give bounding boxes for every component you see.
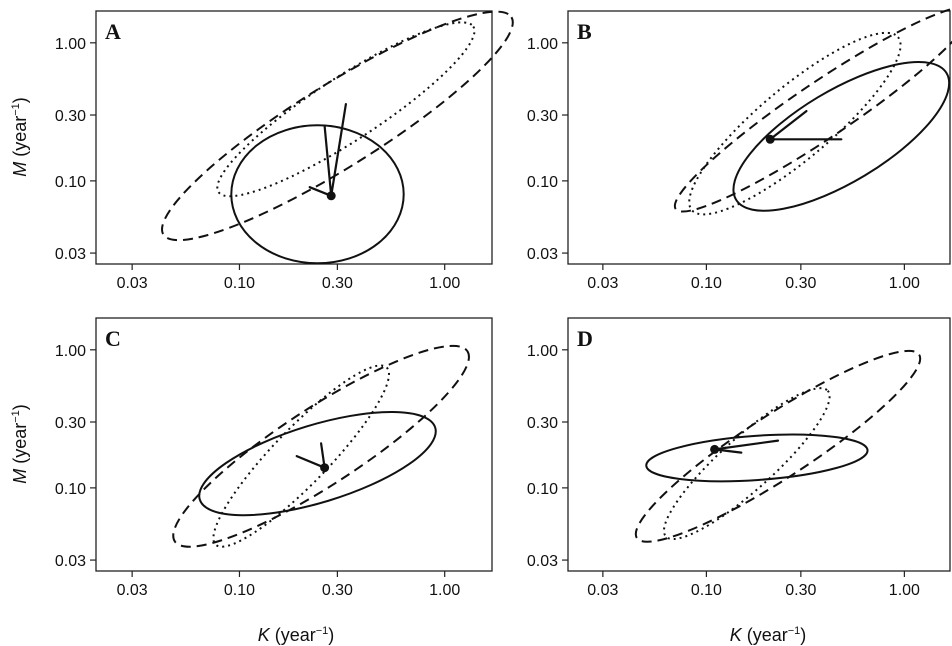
- panel-a-marks: [161, 10, 514, 265]
- panel-d-ellipse-dashed: [634, 349, 922, 543]
- panel-b-estimate-point: [765, 134, 775, 144]
- panel-b-xtick-label: 0.30: [785, 275, 816, 292]
- panel-c-letter: C: [105, 326, 121, 351]
- panel-a-ytick-label: 0.10: [55, 174, 86, 191]
- x-title-right-var: K: [730, 625, 743, 645]
- x-title-right-close: ): [800, 625, 806, 645]
- panel-c-xtick-label: 0.03: [117, 582, 148, 599]
- y-title-top-var: M: [10, 162, 30, 177]
- panel-b-ellipse-dashed: [673, 6, 952, 213]
- panel-a-xtick-label: 0.10: [224, 275, 255, 292]
- panel-d-xtick-label: 1.00: [889, 582, 920, 599]
- panel-c-ytick-label: 1.00: [55, 343, 86, 360]
- panel-d-frame: [567, 317, 951, 572]
- panel-c-ytick-label: 0.30: [55, 415, 86, 432]
- panel-b-frame: [567, 10, 951, 265]
- panel-a-ytick-label: 0.30: [55, 108, 86, 125]
- panel-b-xtick-label: 1.00: [889, 275, 920, 292]
- panel-a-xtick-label: 0.03: [117, 275, 148, 292]
- panel-c-ytick-label: 0.03: [55, 553, 86, 570]
- panel-a-segment-1: [330, 102, 347, 197]
- panel-c-estimate-point: [320, 463, 330, 473]
- x-title-left-close: ): [328, 625, 334, 645]
- panel-c-ellipse-solid: [198, 410, 437, 517]
- panel-b-ytick-label: 0.30: [527, 108, 558, 125]
- x-title-left-exp: −1: [316, 625, 329, 637]
- x-title-left-var: K: [258, 625, 271, 645]
- panel-d: D 0.03 0.10 0.30 1.00 0.03 0.10 0.30 1.00: [527, 317, 951, 599]
- y-title-bottom-var: M: [10, 469, 30, 484]
- panel-a-estimate-point: [326, 191, 336, 201]
- panel-a-xtick-label: 1.00: [429, 275, 460, 292]
- panel-b-ellipse-dotted: [688, 31, 902, 216]
- y-title-top-unit: (year: [10, 116, 30, 157]
- panel-a-ellipse-solid: [230, 124, 405, 265]
- panel-d-ytick-label: 0.10: [527, 481, 558, 498]
- panel-d-segment-1: [713, 439, 780, 451]
- y-axis-title-bottom: M (year−1): [10, 404, 30, 484]
- panel-a-segment-2: [323, 124, 333, 197]
- panel-c-ellipse-dashed: [172, 344, 470, 548]
- panel-b-ticks: 0.03 0.10 0.30 1.00 0.03 0.10 0.30 1.00: [527, 36, 920, 292]
- panel-b-marks: [673, 6, 952, 216]
- panel-d-ellipse-dotted: [662, 387, 831, 541]
- x-title-left-unit: (year: [275, 625, 316, 645]
- panel-c-segment-2: [295, 455, 326, 469]
- panel-b-ellipse-solid: [732, 61, 951, 212]
- panel-b-ytick-label: 0.10: [527, 174, 558, 191]
- panel-b-xtick-label: 0.10: [691, 275, 722, 292]
- panel-a: A 0.03 0.10 0.30 1.00 0.03 0.10 0.30 1.00: [55, 10, 514, 292]
- y-title-top-close: ): [10, 97, 30, 103]
- panel-c-ellipse-dotted: [212, 364, 390, 548]
- y-title-bottom-close: ): [10, 404, 30, 410]
- panel-a-ellipse-dashed: [161, 10, 514, 242]
- panel-b: B 0.03 0.10 0.30 1.00 0.03 0.10 0.30 1.00: [527, 6, 952, 292]
- panel-b-ytick-label: 1.00: [527, 36, 558, 53]
- panel-a-xtick-label: 0.30: [322, 275, 353, 292]
- panel-d-xtick-label: 0.30: [785, 582, 816, 599]
- y-title-top-exp: −1: [10, 103, 22, 116]
- x-axis-title-right: K (year−1): [730, 625, 807, 645]
- panel-c-ticks: 0.03 0.10 0.30 1.00 0.03 0.10 0.30 1.00: [55, 343, 461, 599]
- panel-c-frame: [95, 317, 493, 572]
- panel-c: C 0.03 0.10 0.30 1.00 0.03 0.10 0.30 1.00: [55, 317, 493, 599]
- panel-d-ellipse-solid: [645, 433, 869, 483]
- panel-b-segment-1: [769, 109, 808, 141]
- panel-c-xtick-label: 0.30: [322, 582, 353, 599]
- panel-b-ytick-label: 0.03: [527, 246, 558, 263]
- panel-a-ytick-label: 1.00: [55, 36, 86, 53]
- x-axis-title-left: K (year−1): [258, 625, 335, 645]
- panel-a-ticks: 0.03 0.10 0.30 1.00 0.03 0.10 0.30 1.00: [55, 36, 461, 292]
- panel-d-marks: [634, 349, 922, 543]
- panel-d-estimate-point: [710, 444, 720, 454]
- y-title-bottom-unit: (year: [10, 423, 30, 464]
- x-title-right-unit: (year: [747, 625, 788, 645]
- panel-a-letter: A: [105, 19, 121, 44]
- y-title-bottom-exp: −1: [10, 410, 22, 423]
- panel-d-ytick-label: 0.03: [527, 553, 558, 570]
- panel-c-marks: [172, 344, 470, 548]
- panel-d-ytick-label: 0.30: [527, 415, 558, 432]
- panel-d-ytick-label: 1.00: [527, 343, 558, 360]
- panel-b-xtick-label: 0.03: [587, 275, 618, 292]
- panel-b-letter: B: [577, 19, 592, 44]
- panel-d-xtick-label: 0.03: [587, 582, 618, 599]
- panel-d-letter: D: [577, 326, 593, 351]
- panel-c-xtick-label: 1.00: [429, 582, 460, 599]
- panel-d-xtick-label: 0.10: [691, 582, 722, 599]
- panel-c-ytick-label: 0.10: [55, 481, 86, 498]
- x-title-right-exp: −1: [788, 625, 801, 637]
- panel-d-ticks: 0.03 0.10 0.30 1.00 0.03 0.10 0.30 1.00: [527, 343, 920, 599]
- panel-a-ytick-label: 0.03: [55, 246, 86, 263]
- panel-c-xtick-label: 0.10: [224, 582, 255, 599]
- y-axis-title-top: M (year−1): [10, 97, 30, 177]
- panel-a-frame: [95, 10, 493, 265]
